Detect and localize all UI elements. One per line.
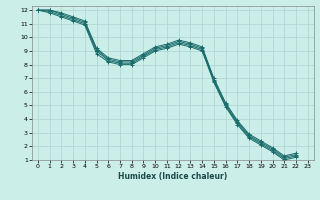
X-axis label: Humidex (Indice chaleur): Humidex (Indice chaleur) [118,172,228,181]
